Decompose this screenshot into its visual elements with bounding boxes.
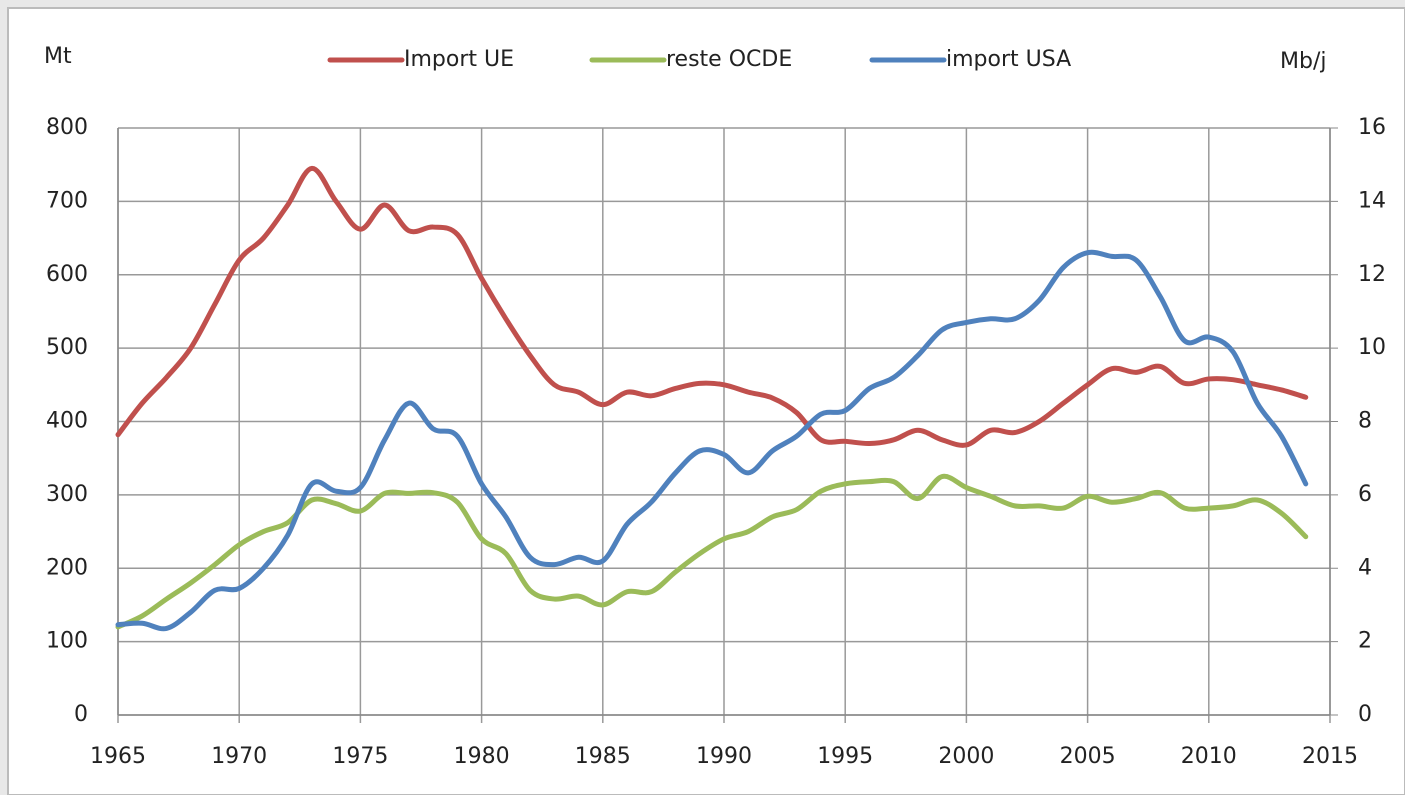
x-tick-label: 1980 (454, 744, 510, 769)
y2-tick-label: 4 (1358, 555, 1372, 580)
y-tick-label: 400 (46, 409, 88, 434)
legend-label: import USA (946, 47, 1071, 72)
x-tick-label: 1995 (817, 744, 873, 769)
y-tick-label: 200 (46, 555, 88, 580)
y2-tick-label: 6 (1358, 482, 1372, 507)
y-tick-label: 0 (74, 702, 88, 727)
series-line (115, 473, 1309, 630)
x-tick-label: 1970 (211, 744, 267, 769)
x-tick-label: 2005 (1060, 744, 1116, 769)
x-tick-label: 1990 (696, 744, 752, 769)
x-tick-label: 2000 (938, 744, 994, 769)
legend-label: reste OCDE (666, 47, 792, 72)
y-tick-label: 600 (46, 262, 88, 287)
x-tick-label: 1975 (332, 744, 388, 769)
legend-label: Import UE (404, 47, 514, 72)
y2-axis-label: Mb/j (1280, 49, 1326, 74)
x-tick-label: 1965 (90, 744, 146, 769)
x-tick-label: 2015 (1302, 744, 1358, 769)
series-line (115, 165, 1309, 448)
y2-tick-label: 2 (1358, 629, 1372, 654)
y2-tick-label: 16 (1358, 115, 1386, 140)
y-tick-label: 700 (46, 188, 88, 213)
y2-tick-label: 14 (1358, 188, 1386, 213)
y2-tick-label: 8 (1358, 409, 1372, 434)
x-tick-label: 1985 (575, 744, 631, 769)
y-tick-label: 300 (46, 482, 88, 507)
x-tick-label: 2010 (1181, 744, 1237, 769)
y-axis-label: Mt (44, 44, 72, 69)
y-tick-label: 800 (46, 115, 88, 140)
y-tick-label: 100 (46, 629, 88, 654)
y2-tick-label: 12 (1358, 262, 1386, 287)
series-line (115, 249, 1309, 632)
y-tick-label: 500 (46, 335, 88, 360)
y2-tick-label: 10 (1358, 335, 1386, 360)
y2-tick-label: 0 (1358, 702, 1372, 727)
chart-frame (7, 7, 1405, 795)
